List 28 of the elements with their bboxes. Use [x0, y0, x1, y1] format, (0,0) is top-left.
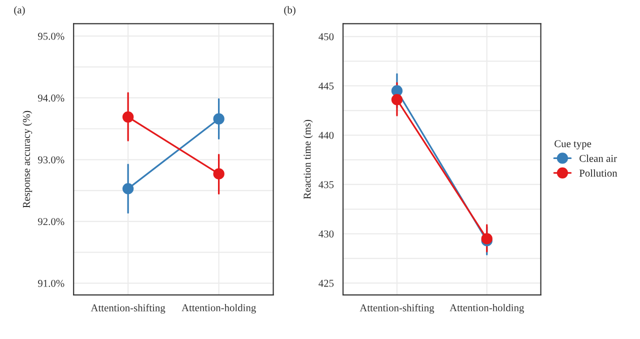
y-tick-label: 425 [318, 280, 334, 287]
y-tick-label: 440 [318, 132, 334, 139]
x-tick-label: Attention-holding [182, 304, 256, 314]
y-tick-label: 93.0% [38, 156, 64, 164]
x-tick-label: Attention-shifting [360, 304, 434, 314]
point [391, 85, 403, 96]
legend-title: Cue type [554, 140, 592, 150]
y-tick-label: 94.0% [38, 94, 64, 102]
point [391, 94, 403, 106]
point [122, 111, 134, 123]
y-axis-title: Response accuracy (%) [22, 110, 32, 208]
y-tick-label: 91.0% [38, 280, 64, 287]
y-tick-label: 445 [318, 82, 334, 90]
point [213, 168, 224, 180]
x-tick-label: Attention-shifting [90, 304, 166, 314]
point [213, 113, 224, 124]
y-tick-label: 95.0% [38, 32, 64, 40]
y-axis-title: Reaction time (ms) [303, 120, 313, 199]
y-tick-label: 435 [318, 181, 334, 188]
x-tick-label: Attention-holding [450, 304, 524, 314]
legend-label: Clean air [580, 154, 617, 162]
y-tick-label: 450 [318, 33, 334, 40]
chart-title: (a) [14, 6, 25, 16]
legend-label: Pollution [579, 169, 618, 177]
point [122, 183, 134, 194]
y-tick-label: 430 [318, 230, 334, 238]
y-tick-label: 92.0% [38, 218, 64, 226]
chart-title: (b) [284, 6, 296, 16]
